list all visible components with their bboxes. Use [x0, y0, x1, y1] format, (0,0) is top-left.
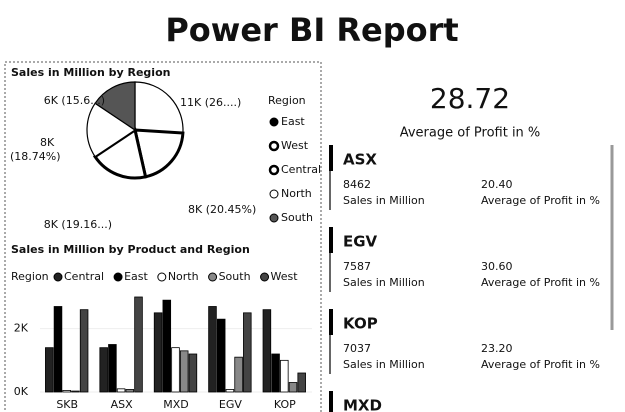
bar: [99, 347, 108, 393]
pie-legend-title: Region: [268, 94, 306, 107]
legend-marker: [113, 272, 123, 282]
row-indicator: [329, 145, 333, 171]
legend-label: West: [271, 270, 299, 283]
pie-slice: [134, 81, 184, 134]
bar: [125, 389, 135, 393]
x-tick-label: KOP: [274, 398, 296, 411]
x-tick-label: ASX: [111, 398, 134, 411]
bar: [53, 306, 63, 393]
row-indicator: [329, 309, 333, 335]
bar: [171, 347, 180, 393]
legend-label: Central: [281, 163, 321, 176]
legend-marker: [268, 164, 280, 176]
bar: [225, 389, 235, 393]
row-sales-label: Sales in Million: [343, 194, 425, 207]
bar: [297, 372, 306, 393]
pie-data-label: 8K (18.74%): [10, 136, 61, 163]
row-profit: 20.40: [481, 178, 513, 191]
bar: [280, 359, 289, 393]
legend-label: South: [219, 270, 251, 283]
legend-label: East: [281, 115, 305, 128]
row-indicator: [329, 227, 333, 253]
legend-label: East: [124, 270, 148, 283]
legend-marker: [269, 189, 279, 199]
bar: [243, 312, 252, 393]
row-sales: 8462: [343, 178, 371, 191]
pie-title: Sales in Million by Region: [11, 66, 170, 79]
bar: [216, 318, 226, 393]
row-name: KOP: [343, 315, 378, 333]
row-indicator: [329, 391, 333, 412]
report-title: Power BI Report: [165, 11, 458, 49]
legend-marker: [268, 140, 280, 152]
legend-marker: [269, 213, 279, 223]
pie-slice: [133, 128, 185, 179]
row-sales-label: Sales in Million: [343, 358, 425, 371]
bar: [153, 312, 163, 393]
row-profit: 23.20: [481, 342, 513, 355]
row-sales-label: Sales in Million: [343, 276, 425, 289]
bar: [45, 347, 54, 393]
row-name: ASX: [343, 151, 377, 169]
pie-data-label: 11K (26....): [180, 96, 241, 109]
x-tick-label: SKB: [56, 398, 78, 411]
legend-marker: [269, 117, 279, 127]
bar: [208, 306, 217, 393]
bar: [234, 356, 243, 393]
pie-slice: [94, 81, 136, 132]
row-profit: 30.60: [481, 260, 513, 273]
row-profit-label: Average of Profit in %: [481, 358, 600, 371]
legend-marker: [53, 272, 63, 282]
legend-label: West: [281, 139, 309, 152]
bar: [262, 309, 272, 393]
pie-data-label: 8K (20.45%): [188, 203, 256, 216]
legend-label: North: [168, 270, 199, 283]
pie-slice: [86, 102, 137, 158]
bar: [71, 390, 80, 393]
legend-marker: [157, 272, 167, 282]
card-label: Average of Profit in %: [400, 126, 541, 141]
bar: [108, 344, 117, 393]
row-profit-label: Average of Profit in %: [481, 194, 600, 207]
bar: [188, 353, 198, 393]
pie-slice: [92, 127, 148, 180]
legend-label: South: [281, 211, 313, 224]
row-name: MXD: [343, 397, 382, 412]
legend-marker: [208, 272, 218, 282]
pie-data-label: 6K (15.6...): [44, 94, 105, 107]
bar: [116, 388, 126, 393]
row-sales: 7587: [343, 260, 371, 273]
bar: [271, 353, 280, 393]
bar: [179, 350, 189, 393]
bar-title: Sales in Million by Product and Region: [11, 243, 250, 256]
bar: [79, 309, 89, 393]
row-sales: 7037: [343, 342, 371, 355]
row-name: EGV: [343, 233, 378, 251]
y-tick-label: 2K: [14, 322, 29, 335]
legend-label: North: [281, 187, 312, 200]
bar-legend-title: Region: [11, 270, 49, 283]
legend-marker: [260, 272, 270, 282]
card-value: 28.72: [430, 82, 510, 115]
y-tick-label: 0K: [14, 385, 29, 398]
pie-data-label: 8K (19.16...): [44, 218, 112, 231]
bar: [62, 390, 71, 393]
x-tick-label: MXD: [163, 398, 189, 411]
row-profit-label: Average of Profit in %: [481, 276, 600, 289]
x-tick-label: EGV: [219, 398, 242, 411]
bar: [134, 296, 143, 393]
left-panel: [4, 61, 322, 412]
bar: [162, 299, 172, 393]
legend-label: Central: [64, 270, 104, 283]
bar: [288, 382, 298, 393]
